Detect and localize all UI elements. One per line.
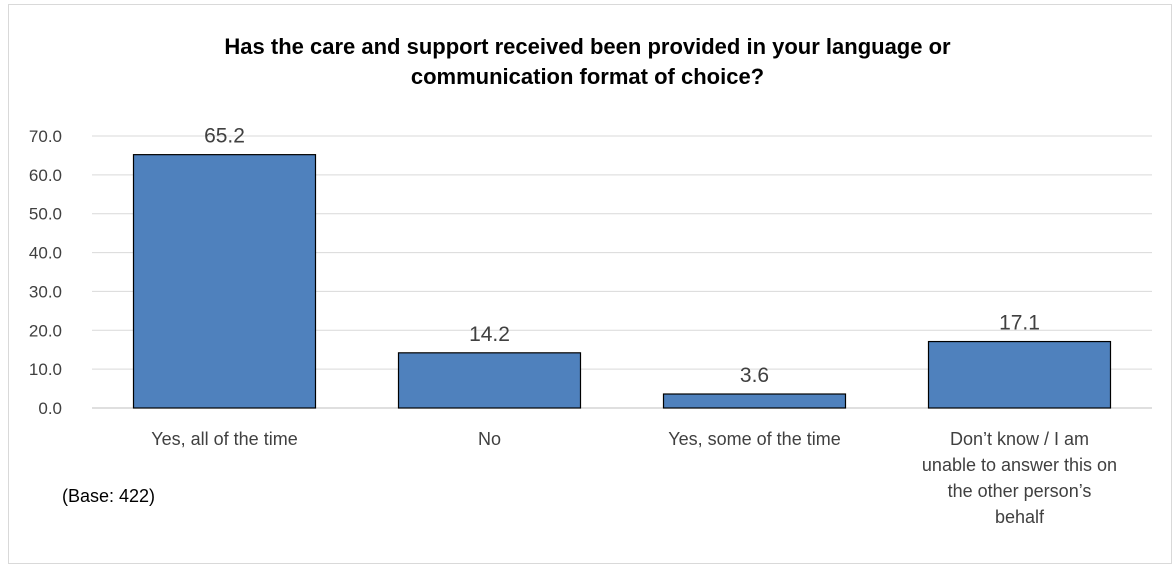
chart-title: Has the care and support received been p… [0,32,1175,92]
base-note: (Base: 422) [62,486,156,506]
x-tick-label-line: Yes, all of the time [151,429,298,449]
y-tick-label: 50.0 [29,205,62,224]
x-tick-label-line: Yes, some of the time [668,429,841,449]
bar [927,340,1112,409]
chart-title-line-1: Has the care and support received been p… [224,34,951,59]
x-tick-label-line: behalf [994,507,1045,527]
y-tick-label: 10.0 [29,360,62,379]
data-label: 3.6 [740,364,769,387]
y-tick-label: 70.0 [29,127,62,146]
bar [662,393,847,409]
x-tick-label-line: unable to answer this on [921,455,1118,475]
bar [397,352,582,409]
y-tick-label: 0.0 [38,399,62,418]
y-tick-label: 60.0 [29,166,62,185]
data-label: 17.1 [999,312,1040,335]
x-tick-label-line: Don’t know / I am [949,429,1090,449]
y-tick-label: 30.0 [29,282,62,301]
data-label: 65.2 [204,125,245,148]
bar [132,154,317,409]
chart-title-line-2: communication format of choice? [410,64,765,89]
x-tick-label: Yes, some of the time [625,426,885,452]
x-tick-label: No [360,426,620,452]
data-label: 14.2 [469,323,510,346]
x-tick-label-line: No [477,429,501,449]
y-tick-label: 20.0 [29,321,62,340]
x-tick-label: Don’t know / I am unable to answer this o… [890,426,1150,530]
x-tick-label-line: the other person’s [947,481,1092,501]
y-tick-label: 40.0 [29,244,62,263]
x-tick-label: Yes, all of the time [95,426,355,452]
